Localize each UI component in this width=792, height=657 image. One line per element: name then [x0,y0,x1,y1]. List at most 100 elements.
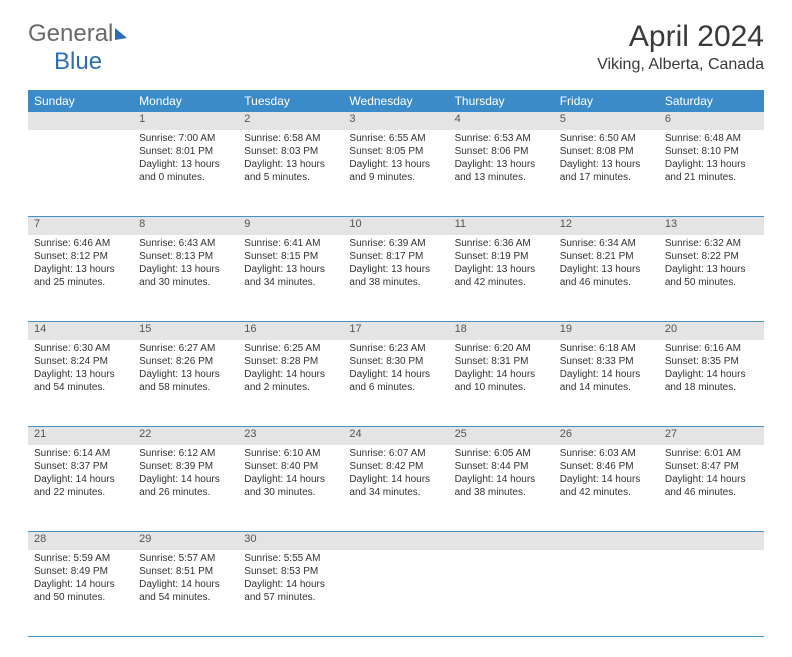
sunrise-text: Sunrise: 6:58 AM [244,132,337,145]
week-row: Sunrise: 6:46 AMSunset: 8:12 PMDaylight:… [28,235,764,322]
day-cell: Sunrise: 6:05 AMSunset: 8:44 PMDaylight:… [449,445,554,532]
weekday-header: Tuesday [238,90,343,112]
sunset-text: Sunset: 8:42 PM [349,460,442,473]
sunset-text: Sunset: 8:47 PM [665,460,758,473]
sunset-text: Sunset: 8:46 PM [560,460,653,473]
day-cell: Sunrise: 6:50 AMSunset: 8:08 PMDaylight:… [554,130,659,217]
title-block: April 2024 Viking, Alberta, Canada [597,20,764,74]
day-number-row: 282930 [28,532,764,551]
month-title: April 2024 [597,20,764,54]
day-cell: Sunrise: 5:55 AMSunset: 8:53 PMDaylight:… [238,550,343,637]
sunrise-text: Sunrise: 5:55 AM [244,552,337,565]
sunrise-text: Sunrise: 6:50 AM [560,132,653,145]
day-cell: Sunrise: 5:57 AMSunset: 8:51 PMDaylight:… [133,550,238,637]
day-number-cell: 8 [133,217,238,236]
day-number-cell: 5 [554,112,659,130]
calendar-table: SundayMondayTuesdayWednesdayThursdayFrid… [28,90,764,637]
sunrise-text: Sunrise: 6:20 AM [455,342,548,355]
sunrise-text: Sunrise: 6:03 AM [560,447,653,460]
sunrise-text: Sunrise: 6:27 AM [139,342,232,355]
day-number-cell: 20 [659,322,764,341]
week-row: Sunrise: 7:00 AMSunset: 8:01 PMDaylight:… [28,130,764,217]
weekday-header: Thursday [449,90,554,112]
logo-sail-icon [115,28,127,40]
sunrise-text: Sunrise: 6:46 AM [34,237,127,250]
day-number-cell [449,532,554,551]
daylight-text: Daylight: 14 hours and 46 minutes. [665,473,758,499]
sunrise-text: Sunrise: 6:43 AM [139,237,232,250]
sunset-text: Sunset: 8:31 PM [455,355,548,368]
sunset-text: Sunset: 8:39 PM [139,460,232,473]
daylight-text: Daylight: 14 hours and 57 minutes. [244,578,337,604]
sunrise-text: Sunrise: 6:53 AM [455,132,548,145]
daylight-text: Daylight: 13 hours and 17 minutes. [560,158,653,184]
weekday-header: Sunday [28,90,133,112]
sunrise-text: Sunrise: 6:14 AM [34,447,127,460]
day-number-cell: 28 [28,532,133,551]
sunrise-text: Sunrise: 6:41 AM [244,237,337,250]
daylight-text: Daylight: 14 hours and 30 minutes. [244,473,337,499]
day-cell [554,550,659,637]
day-number-cell: 9 [238,217,343,236]
day-cell: Sunrise: 6:14 AMSunset: 8:37 PMDaylight:… [28,445,133,532]
sunset-text: Sunset: 8:28 PM [244,355,337,368]
daylight-text: Daylight: 14 hours and 14 minutes. [560,368,653,394]
day-cell: Sunrise: 6:48 AMSunset: 8:10 PMDaylight:… [659,130,764,217]
sunset-text: Sunset: 8:30 PM [349,355,442,368]
day-cell: Sunrise: 6:03 AMSunset: 8:46 PMDaylight:… [554,445,659,532]
day-number-cell: 14 [28,322,133,341]
sunrise-text: Sunrise: 6:07 AM [349,447,442,460]
day-number-cell: 23 [238,427,343,446]
day-number-cell: 12 [554,217,659,236]
daylight-text: Daylight: 13 hours and 50 minutes. [665,263,758,289]
sunrise-text: Sunrise: 6:30 AM [34,342,127,355]
day-cell: Sunrise: 6:41 AMSunset: 8:15 PMDaylight:… [238,235,343,322]
day-number-cell: 17 [343,322,448,341]
day-cell: Sunrise: 7:00 AMSunset: 8:01 PMDaylight:… [133,130,238,217]
day-cell: Sunrise: 6:10 AMSunset: 8:40 PMDaylight:… [238,445,343,532]
day-number-cell: 22 [133,427,238,446]
weekday-header: Saturday [659,90,764,112]
sunset-text: Sunset: 8:33 PM [560,355,653,368]
daylight-text: Daylight: 13 hours and 0 minutes. [139,158,232,184]
daylight-text: Daylight: 14 hours and 10 minutes. [455,368,548,394]
sunset-text: Sunset: 8:05 PM [349,145,442,158]
day-number-cell: 26 [554,427,659,446]
sunset-text: Sunset: 8:13 PM [139,250,232,263]
day-number-cell: 3 [343,112,448,130]
day-number-cell: 1 [133,112,238,130]
sunrise-text: Sunrise: 6:05 AM [455,447,548,460]
day-cell: Sunrise: 6:58 AMSunset: 8:03 PMDaylight:… [238,130,343,217]
daylight-text: Daylight: 13 hours and 9 minutes. [349,158,442,184]
day-cell: Sunrise: 6:18 AMSunset: 8:33 PMDaylight:… [554,340,659,427]
sunset-text: Sunset: 8:22 PM [665,250,758,263]
day-number-cell: 19 [554,322,659,341]
weekday-header: Friday [554,90,659,112]
day-number-cell: 15 [133,322,238,341]
day-number-cell [343,532,448,551]
day-cell: Sunrise: 6:12 AMSunset: 8:39 PMDaylight:… [133,445,238,532]
day-cell: Sunrise: 6:39 AMSunset: 8:17 PMDaylight:… [343,235,448,322]
day-cell: Sunrise: 6:43 AMSunset: 8:13 PMDaylight:… [133,235,238,322]
day-number-cell: 2 [238,112,343,130]
sunset-text: Sunset: 8:35 PM [665,355,758,368]
sunrise-text: Sunrise: 6:48 AM [665,132,758,145]
daylight-text: Daylight: 13 hours and 54 minutes. [34,368,127,394]
daylight-text: Daylight: 13 hours and 13 minutes. [455,158,548,184]
day-cell [28,130,133,217]
sunrise-text: Sunrise: 6:16 AM [665,342,758,355]
sunrise-text: Sunrise: 6:01 AM [665,447,758,460]
weekday-header-row: SundayMondayTuesdayWednesdayThursdayFrid… [28,90,764,112]
daylight-text: Daylight: 13 hours and 38 minutes. [349,263,442,289]
day-number-row: 14151617181920 [28,322,764,341]
daylight-text: Daylight: 14 hours and 22 minutes. [34,473,127,499]
day-number-row: 21222324252627 [28,427,764,446]
day-cell [343,550,448,637]
sunset-text: Sunset: 8:08 PM [560,145,653,158]
day-number-cell: 27 [659,427,764,446]
day-cell: Sunrise: 6:34 AMSunset: 8:21 PMDaylight:… [554,235,659,322]
sunset-text: Sunset: 8:03 PM [244,145,337,158]
sunrise-text: Sunrise: 5:57 AM [139,552,232,565]
logo-text-2: Blue [54,48,102,75]
day-number-cell [28,112,133,130]
